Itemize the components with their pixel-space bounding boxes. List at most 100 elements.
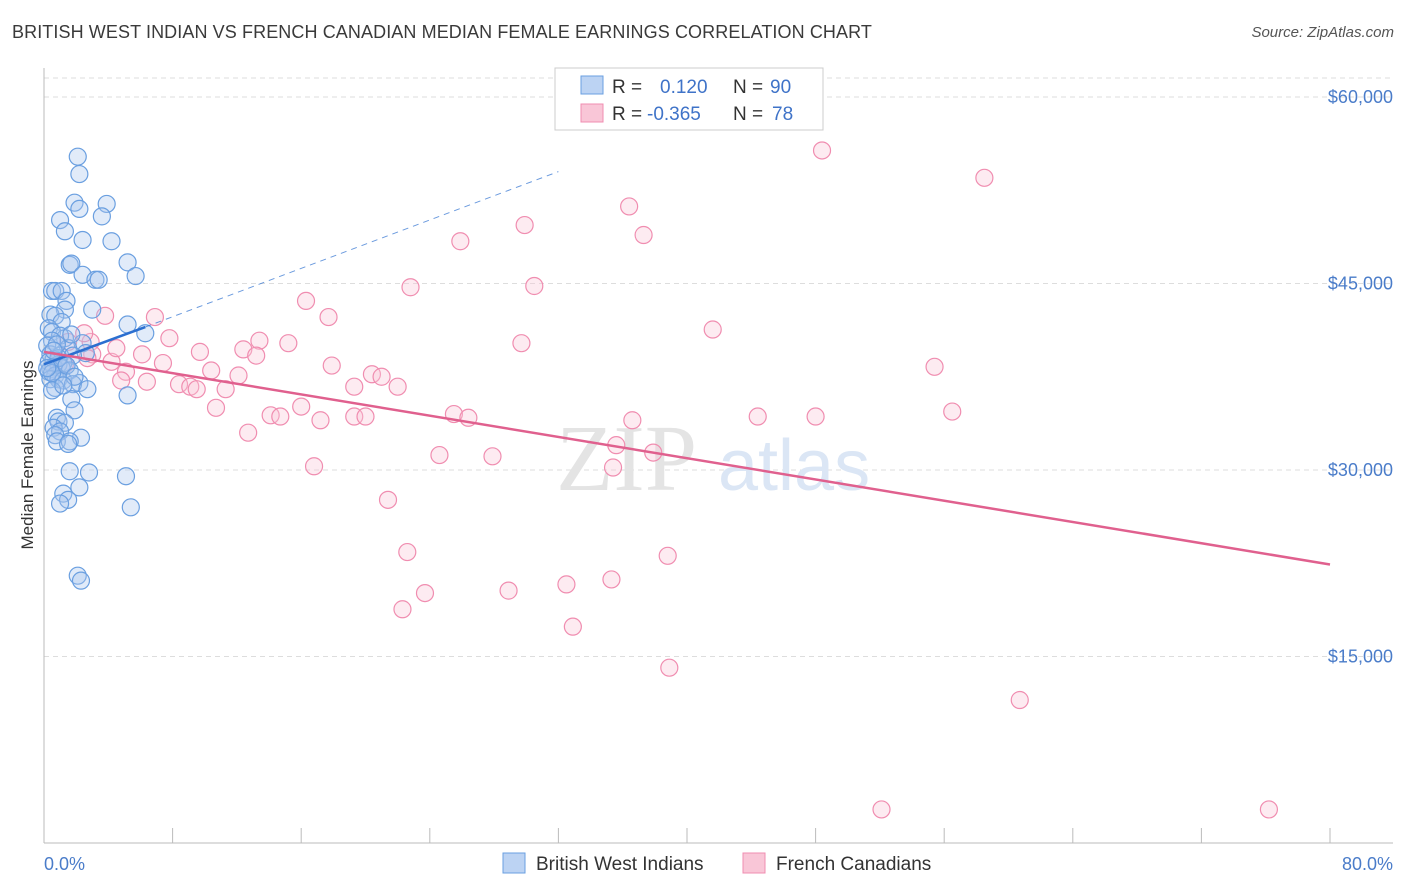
data-point [261,406,280,425]
grid-lines [44,77,1393,657]
data-point [292,397,311,416]
data-point [322,356,341,375]
series-french-canadians [55,141,1279,819]
axes [43,68,1393,844]
data-point [65,401,84,420]
data-point [79,463,99,482]
data-point [812,141,832,160]
data-point [872,800,891,819]
y-tick-label: $15,000 [1328,647,1393,667]
data-point [116,467,136,486]
data-point [703,320,722,339]
watermark: ZIP atlas [556,407,870,511]
data-point [401,278,420,297]
data-point [54,484,73,503]
bottom-legend-swatch-pink [742,852,766,874]
data-point [62,390,81,409]
data-point [44,341,63,360]
legend-swatch-blue [580,75,604,95]
data-point [202,361,221,380]
data-point [121,498,140,517]
data-point [89,270,108,289]
data-point [430,445,449,465]
data-point [1010,690,1029,710]
data-point [512,334,531,353]
data-point [60,462,79,481]
data-point [68,566,87,585]
y-axis-title: Median Female Earnings [18,361,37,550]
legend-n-value-2: 78 [772,104,793,125]
data-point [623,411,642,430]
x-tick-label-min: 0.0% [44,854,85,874]
data-point [78,380,97,399]
data-point [52,281,71,301]
data-point [660,658,679,677]
data-point [345,377,364,396]
data-point [239,423,258,442]
chart-title: BRITISH WEST INDIAN VS FRENCH CANADIAN M… [12,22,873,42]
data-point [499,581,518,600]
data-point [378,490,398,509]
legend-r-value-1: 0.120 [660,77,708,98]
data-point [54,376,73,395]
data-point [132,345,152,364]
watermark-atlas: atlas [718,426,870,506]
data-point [62,325,81,344]
chart-source: Source: ZipAtlas.com [1251,24,1394,41]
data-point [137,372,156,391]
data-point [563,617,582,636]
data-point [50,210,70,230]
data-point [557,575,576,594]
legend-n-label-2: N = [733,104,763,125]
data-point [393,600,412,619]
data-point [279,334,298,353]
data-point [806,407,825,426]
data-point [50,494,70,513]
data-point [206,398,226,417]
series-british-west-indians [38,147,155,590]
data-point [748,407,767,426]
data-point [70,199,89,218]
legend-box: R = 0.120 N = 90 R = -0.365 N = 78 [554,67,824,131]
data-point [145,307,165,327]
legend-r-value-2: -0.365 [647,104,701,125]
data-point [311,411,330,430]
data-point [975,168,994,187]
x-tick-label-max: 80.0% [1342,854,1393,874]
data-point [525,276,544,296]
data-point [63,375,83,394]
data-point [70,478,89,497]
data-point [943,402,962,421]
data-point [55,222,74,241]
data-point [602,570,621,589]
data-point [118,253,137,272]
legend-n-value-1: 90 [770,77,791,98]
data-point [356,407,375,426]
data-point [451,232,470,251]
data-point [250,331,269,350]
data-point [65,193,84,212]
data-point [59,434,78,453]
data-point [271,407,290,426]
data-point [247,346,266,365]
legend-n-label-1: N = [733,77,763,98]
data-point [603,458,623,477]
bottom-legend-swatch-blue [502,852,526,874]
data-point [73,230,92,250]
data-point [70,164,89,184]
data-point [160,329,179,348]
trend-line-pink [43,350,1331,566]
y-tick-label: $60,000 [1328,87,1393,107]
data-point [42,363,62,383]
data-point [229,366,248,385]
trend-lines [43,171,1331,566]
trend-line-blue [43,325,146,366]
data-point [1259,800,1279,819]
data-point [319,307,338,327]
data-point [126,266,145,286]
data-point [55,413,74,432]
data-point [118,386,137,405]
watermark-zip: ZIP [556,407,697,511]
data-point [398,542,417,562]
y-tick-label: $30,000 [1328,460,1393,480]
